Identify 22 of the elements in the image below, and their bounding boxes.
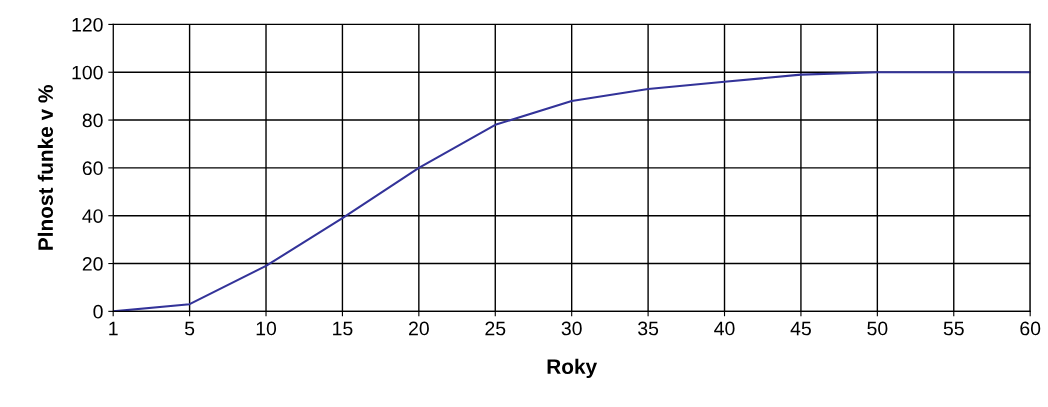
y-tick-label: 80 — [82, 113, 103, 128]
x-tick-label: 15 — [333, 321, 353, 336]
x-tick-label: 55 — [943, 321, 964, 336]
x-tick-label: 1 — [109, 321, 118, 336]
x-tick-label: 10 — [256, 321, 277, 336]
x-tick-label: 30 — [561, 321, 582, 336]
x-tick-label: 5 — [184, 321, 195, 336]
y-tick-label: 20 — [82, 257, 103, 271]
y-tick-label: 100 — [72, 65, 103, 80]
x-tick-label: 20 — [409, 321, 429, 336]
y-tick-label: 0 — [93, 304, 103, 319]
x-tick-label: 35 — [638, 321, 659, 336]
x-tick-label: 25 — [485, 321, 506, 336]
x-tick-label: 60 — [1020, 321, 1041, 336]
y-tick-label: 40 — [82, 209, 103, 223]
x-tick-label: 50 — [867, 321, 888, 336]
x-axis-title: Roky — [547, 358, 598, 379]
y-tick-label: 60 — [82, 161, 103, 176]
y-tick-label: 120 — [72, 17, 103, 32]
x-tick-label: 40 — [714, 321, 735, 336]
x-tick-label: 45 — [790, 321, 811, 336]
y-axis-title: Plnost funke v % — [37, 85, 54, 250]
